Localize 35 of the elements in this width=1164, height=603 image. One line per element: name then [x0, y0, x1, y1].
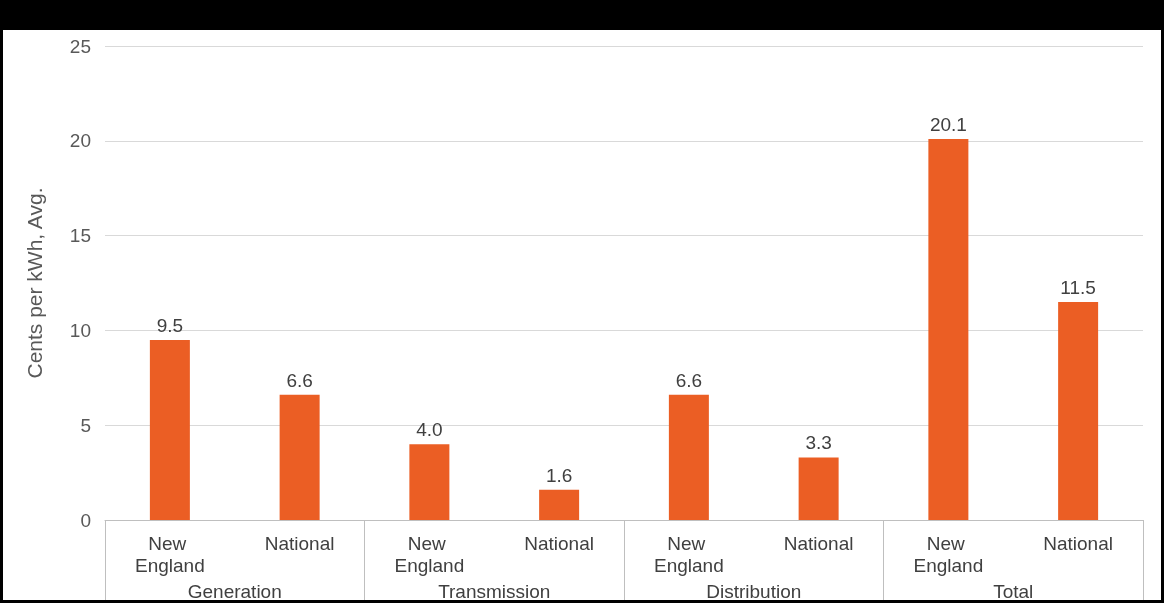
x-tick-label: National: [264, 532, 335, 554]
y-tick-label: 25: [69, 35, 91, 57]
bar: [928, 138, 969, 520]
bar: [1058, 301, 1099, 520]
bar: [668, 394, 709, 520]
text: Total: [993, 581, 1034, 602]
data-label: 20.1: [929, 113, 967, 135]
y-tick-label: 0: [80, 509, 91, 531]
x-tick-label: National: [783, 532, 854, 554]
bar: [149, 339, 190, 520]
text: Transmission: [438, 581, 551, 602]
data-label: 4.0: [416, 419, 443, 441]
data-label: 1.6: [545, 464, 573, 486]
y-axis-title: Cents per kWh, Avg.: [23, 187, 46, 379]
data-label: 6.6: [675, 369, 703, 391]
data-label: 3.3: [805, 432, 832, 454]
x-tick-label: National: [1043, 532, 1113, 554]
y-tick-label: 5: [80, 414, 91, 436]
data-label: 9.5: [156, 314, 184, 336]
bar: [409, 444, 450, 520]
y-tick-label: 20: [69, 130, 91, 152]
y-tick-label: 15: [69, 225, 91, 247]
x-tick-label: National: [524, 532, 594, 554]
text: Distribution: [706, 581, 802, 602]
y-tick-label: 10: [69, 319, 91, 341]
bar: [798, 457, 839, 520]
x-tick-label: New England: [135, 532, 205, 576]
text: Generation: [187, 581, 282, 602]
bar: [279, 394, 320, 520]
data-label: 11.5: [1060, 276, 1096, 298]
bar: [539, 489, 580, 520]
x-tick-label: New England: [654, 532, 724, 576]
x-tick-label: New England: [394, 532, 465, 576]
data-label: 6.6: [286, 369, 313, 391]
x-tick-label: New England: [913, 532, 984, 576]
